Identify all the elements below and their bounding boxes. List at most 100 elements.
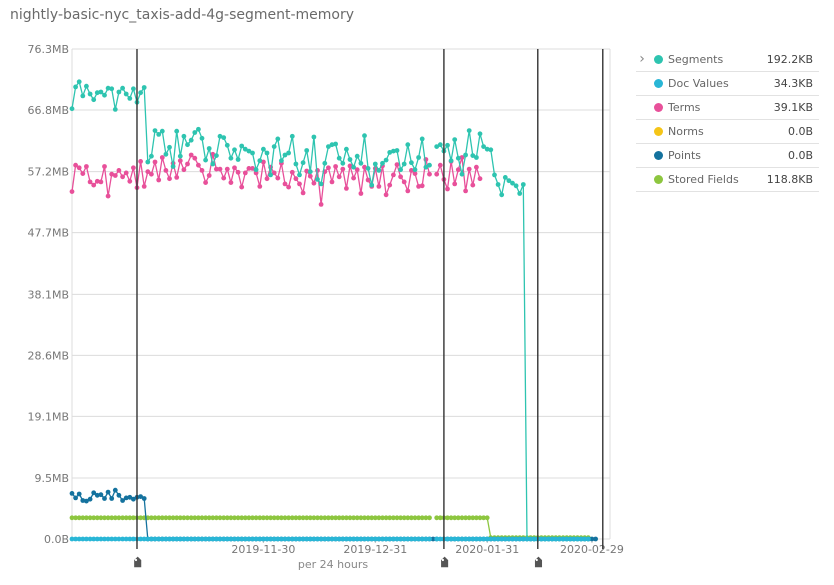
data-point <box>539 536 544 542</box>
data-point <box>394 515 400 521</box>
data-point <box>463 515 468 521</box>
y-tick-label: 66.8MB <box>27 104 69 117</box>
data-point <box>275 175 281 181</box>
data-point <box>138 159 144 164</box>
data-point <box>322 515 328 521</box>
tag-icon <box>441 556 449 568</box>
data-point <box>145 159 151 165</box>
data-point <box>427 536 432 542</box>
data-point <box>347 163 353 169</box>
legend-item[interactable]: Doc Values 34.3KB <box>636 72 819 96</box>
data-point <box>466 166 472 172</box>
data-point <box>300 160 306 166</box>
data-point <box>322 536 328 542</box>
legend-value: 0.0B <box>787 125 813 138</box>
data-point <box>131 496 136 502</box>
data-point <box>383 192 389 198</box>
data-point <box>387 182 393 188</box>
data-point <box>477 515 483 521</box>
data-point <box>167 176 172 182</box>
data-point <box>289 169 295 175</box>
data-point <box>354 153 360 159</box>
data-point <box>448 515 454 521</box>
data-point <box>416 184 421 189</box>
data-point <box>250 536 255 542</box>
data-point <box>297 172 302 178</box>
data-point <box>145 536 151 542</box>
data-point <box>437 536 443 542</box>
data-point <box>307 515 313 521</box>
data-point <box>210 536 216 542</box>
data-point <box>311 134 317 140</box>
data-point <box>463 152 468 158</box>
data-point <box>430 536 436 542</box>
data-point <box>123 91 129 97</box>
data-point <box>112 107 118 112</box>
legend-item[interactable]: Points 0.0B <box>636 144 819 168</box>
legend-item[interactable]: Norms 0.0B <box>636 120 819 144</box>
data-point <box>401 536 407 542</box>
data-point <box>510 536 515 542</box>
data-point <box>401 515 407 521</box>
data-point <box>326 165 331 171</box>
data-point <box>80 93 86 99</box>
data-point <box>112 536 118 542</box>
data-point <box>593 536 598 542</box>
data-point <box>127 178 133 184</box>
data-point <box>427 162 432 168</box>
data-point <box>159 515 165 521</box>
data-point <box>340 515 346 521</box>
data-point <box>224 166 230 172</box>
data-point <box>391 515 396 521</box>
legend-swatch <box>654 127 663 136</box>
data-point <box>116 515 122 521</box>
data-point <box>87 179 93 185</box>
legend-item[interactable]: Segments 192.2KB <box>636 48 819 72</box>
data-point <box>138 90 144 96</box>
data-point <box>73 162 78 168</box>
data-point <box>84 498 89 504</box>
data-point <box>73 536 78 542</box>
data-point <box>185 142 190 148</box>
data-point <box>282 152 288 158</box>
legend-item[interactable]: Terms 39.1KB <box>636 96 819 120</box>
data-point <box>459 515 465 521</box>
data-point <box>344 536 349 542</box>
data-point <box>163 168 169 173</box>
data-point <box>297 536 302 542</box>
data-point <box>131 515 136 521</box>
data-point <box>250 515 255 521</box>
data-point <box>297 181 302 187</box>
data-point <box>228 155 234 161</box>
data-point <box>466 536 472 542</box>
data-point <box>232 536 237 542</box>
data-point <box>336 174 342 180</box>
data-point <box>192 515 198 521</box>
data-point <box>127 96 133 101</box>
data-point <box>481 536 486 542</box>
data-point <box>76 79 82 85</box>
data-point <box>347 536 353 542</box>
data-point <box>412 515 418 521</box>
data-point <box>340 160 346 166</box>
data-point <box>369 536 375 542</box>
data-point <box>329 515 335 521</box>
x-tick-label: 2020-02-29 <box>560 543 624 556</box>
data-point <box>470 536 476 542</box>
data-point <box>261 536 266 542</box>
data-point <box>279 158 284 164</box>
legend-item[interactable]: Stored Fields 118.8KB <box>636 168 819 192</box>
data-point <box>192 536 198 542</box>
data-point <box>358 191 364 196</box>
data-point <box>286 150 291 156</box>
data-point <box>199 536 205 542</box>
data-point <box>105 536 111 542</box>
data-point <box>105 85 111 91</box>
data-point <box>87 91 93 97</box>
data-point <box>138 494 144 499</box>
chevron-right-icon[interactable]: › <box>639 51 645 67</box>
data-point <box>351 536 356 542</box>
data-point <box>549 536 555 542</box>
data-point <box>329 179 335 185</box>
data-point <box>358 536 364 542</box>
